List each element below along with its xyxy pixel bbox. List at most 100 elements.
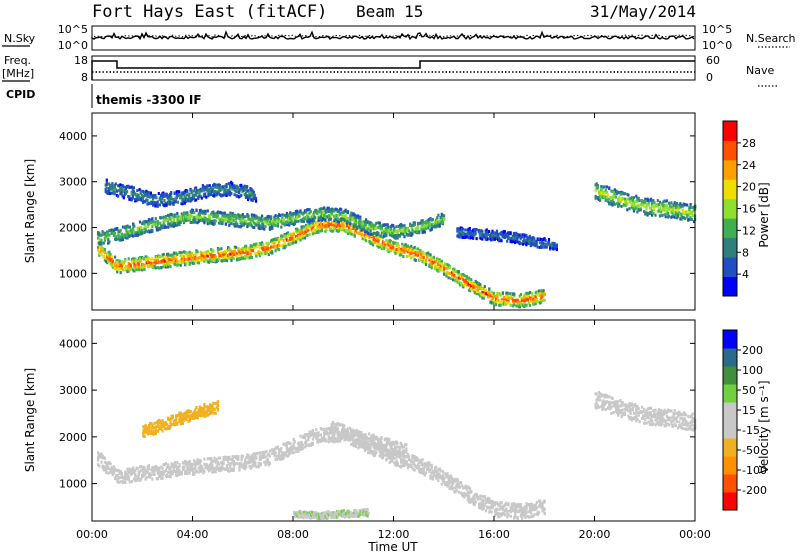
scatter-cell xyxy=(103,251,106,255)
scatter-cell xyxy=(112,470,116,474)
scatter-cell xyxy=(166,202,169,206)
scatter-cell xyxy=(267,452,270,456)
scatter-cell xyxy=(689,206,692,210)
scatter-cell xyxy=(217,188,220,192)
scatter-cell xyxy=(430,263,433,267)
scatter-cell xyxy=(412,254,415,258)
scatter-cell xyxy=(536,293,539,297)
scatter-cell xyxy=(516,236,519,240)
scatter-cell xyxy=(263,455,266,459)
scatter-cell xyxy=(202,186,206,190)
scatter-cell xyxy=(297,446,300,450)
scatter-cell xyxy=(250,187,253,191)
scatter-cell xyxy=(199,216,203,219)
scatter-cell xyxy=(228,253,231,257)
scatter-cell xyxy=(156,466,160,470)
scatter-cell xyxy=(303,236,307,240)
scatter-cell xyxy=(315,433,318,437)
scatter-cell xyxy=(249,218,252,222)
scatter-cell xyxy=(162,262,165,266)
scatter-cell xyxy=(614,195,618,199)
scatter-cell xyxy=(644,197,647,201)
scatter-cell xyxy=(180,253,183,257)
scatter-cell xyxy=(154,261,157,265)
scatter-cell xyxy=(251,192,254,195)
scatter-cell xyxy=(324,220,327,224)
scatter-cell xyxy=(154,464,157,468)
scatter-cell xyxy=(346,220,350,224)
scatter-cell xyxy=(186,251,189,255)
scatter-cell xyxy=(231,212,234,216)
scatter-cell xyxy=(228,190,232,194)
scatter-cell xyxy=(97,246,100,250)
scatter-cell xyxy=(403,224,406,228)
scatter-cell xyxy=(289,451,292,455)
scatter-cell xyxy=(247,214,250,218)
scatter-cell xyxy=(131,190,134,193)
scatter-cell xyxy=(647,198,650,202)
scatter-cell xyxy=(178,464,181,468)
scatter-cell xyxy=(101,246,104,250)
scatter-cell xyxy=(142,467,145,471)
scatter-cell xyxy=(319,433,322,437)
scatter-cell xyxy=(107,461,110,465)
scatter-cell xyxy=(215,464,218,468)
scatter-cell xyxy=(253,456,256,460)
scatter-cell xyxy=(464,278,467,282)
scatter-cell xyxy=(130,468,134,472)
scatter-cell xyxy=(230,256,233,260)
scatter-cell xyxy=(159,255,162,259)
scatter-cell xyxy=(258,254,261,258)
scatter-cell xyxy=(210,259,213,263)
scatter-cell xyxy=(355,214,359,218)
scatter-cell xyxy=(230,258,233,262)
scatter-cell xyxy=(325,439,328,443)
scatter-cell xyxy=(414,227,417,231)
scatter-cell xyxy=(540,293,543,297)
scatter-cell xyxy=(276,215,279,218)
scatter-cell xyxy=(627,193,630,197)
scatter-cell xyxy=(298,448,301,452)
scatter-cell xyxy=(207,260,210,264)
scatter-cell xyxy=(254,453,257,457)
scatter-cell xyxy=(644,211,647,215)
scatter-cell xyxy=(398,226,402,230)
scatter-cell xyxy=(377,235,380,239)
scatter-cell xyxy=(529,243,532,247)
scatter-cell xyxy=(498,239,501,243)
scatter-cell xyxy=(534,244,537,248)
scatter-cell xyxy=(400,247,403,251)
scatter-cell xyxy=(307,435,310,439)
scatter-cell xyxy=(398,234,402,238)
scatter-cell xyxy=(359,226,362,229)
scatter-cell xyxy=(629,196,632,200)
scatter-cell xyxy=(381,245,385,249)
scatter-cell xyxy=(237,457,240,461)
scatter-cell xyxy=(636,200,639,204)
scatter-cell xyxy=(448,266,451,270)
scatter-cell xyxy=(121,268,125,272)
scatter-cell xyxy=(471,282,474,286)
scatter-cell xyxy=(654,213,657,217)
scatter-cell xyxy=(375,221,378,225)
scatter-cell xyxy=(268,462,272,465)
scatter-cell xyxy=(261,252,264,256)
scatter-cell xyxy=(478,286,481,290)
scatter-cell xyxy=(214,183,217,187)
scatter-cell xyxy=(402,232,405,236)
scatter-cell xyxy=(463,283,466,287)
colorbar-tick-label: 12 xyxy=(742,224,756,237)
scatter-cell xyxy=(204,212,207,216)
colorbar-swatch xyxy=(723,237,737,258)
scatter-cell xyxy=(211,470,214,474)
scatter-cell xyxy=(350,232,353,236)
scatter-cell xyxy=(147,257,151,260)
scatter-cell xyxy=(631,199,634,202)
scatter-cell xyxy=(689,203,692,206)
scatter-cell xyxy=(478,283,481,286)
scatter-cell xyxy=(253,458,256,462)
scatter-cell xyxy=(178,217,181,221)
scatter-cell xyxy=(207,469,210,473)
scatter-cell xyxy=(163,224,166,228)
